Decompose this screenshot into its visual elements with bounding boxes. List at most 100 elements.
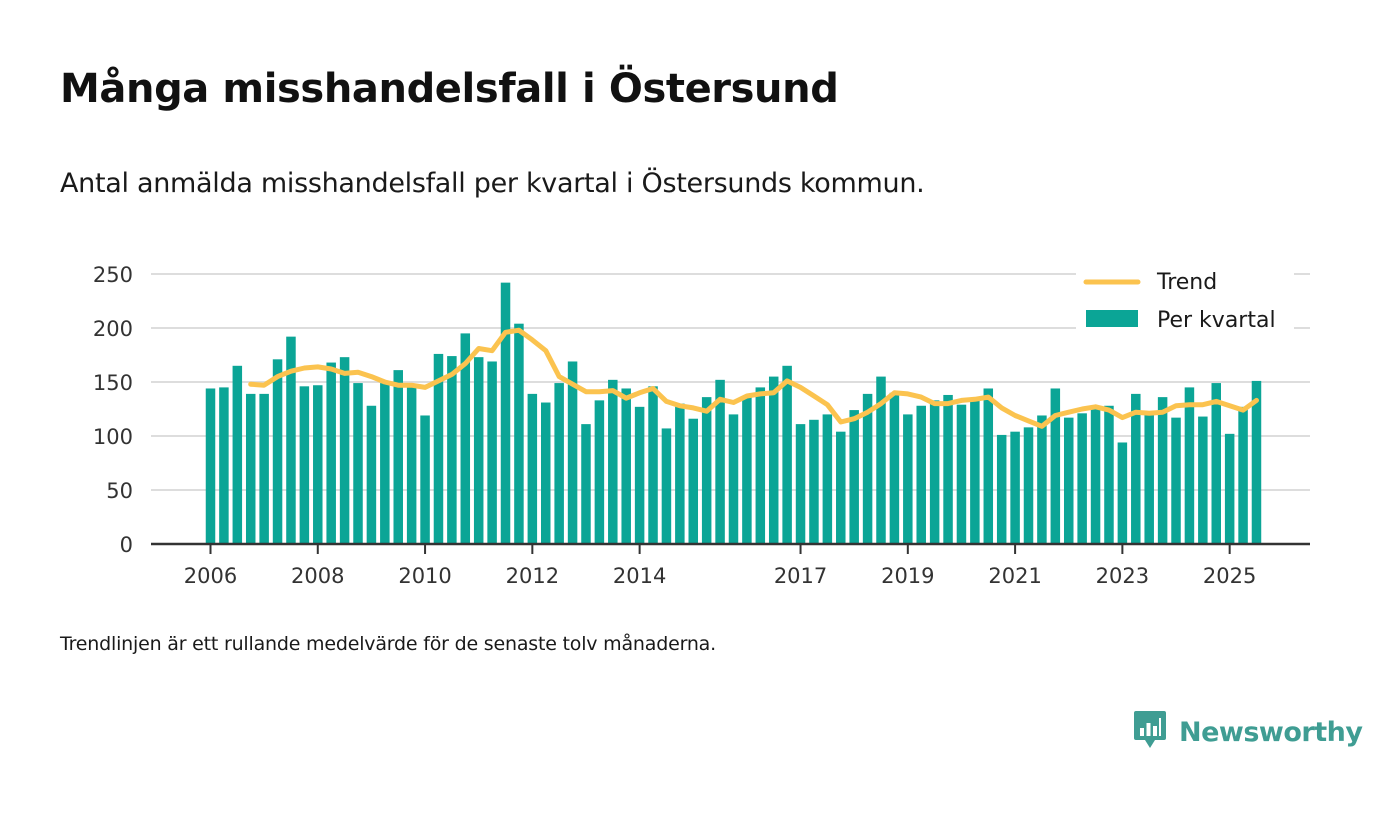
bar-per-kvartal (500, 282, 511, 544)
bar-per-kvartal (768, 376, 779, 544)
bar-per-kvartal (688, 418, 699, 544)
bar-per-kvartal (286, 336, 296, 544)
bar-per-kvartal (205, 388, 216, 544)
bar-per-kvartal (1010, 431, 1020, 544)
trend-line (248, 327, 1259, 429)
bar-per-kvartal (822, 414, 833, 544)
bar-per-kvartal (299, 386, 310, 544)
bar-per-kvartal (326, 362, 336, 544)
bar-per-kvartal (366, 405, 377, 544)
bar-per-kvartal (380, 383, 390, 544)
bar-per-kvartal (755, 387, 766, 544)
bar-per-kvartal (1023, 427, 1034, 544)
bar-per-kvartal (809, 419, 819, 544)
bar-per-kvartal (1063, 417, 1074, 544)
bar-per-kvartal (1104, 405, 1114, 544)
bar-per-kvartal (541, 402, 551, 544)
bar-per-kvartal (514, 323, 524, 544)
bar-per-kvartal (594, 400, 605, 544)
x-tick-label: 2021 (988, 564, 1041, 588)
y-tick-label: 250 (93, 263, 133, 287)
x-tick-label: 2014 (613, 564, 666, 588)
legend-trend-label: Trend (1156, 270, 1217, 295)
bar-per-kvartal (648, 386, 658, 544)
x-tick-label: 2010 (398, 564, 451, 588)
bar-per-kvartal (473, 357, 484, 544)
x-tick-label: 2006 (184, 564, 237, 588)
bar-per-kvartal (447, 356, 457, 544)
y-tick-label: 200 (93, 317, 133, 341)
x-tick-label: 2023 (1096, 564, 1149, 588)
bar-per-kvartal (715, 379, 725, 544)
bar-per-kvartal (353, 383, 363, 544)
bar-per-kvartal (406, 384, 417, 544)
bar-per-kvartal (272, 359, 283, 544)
y-tick-label: 100 (93, 425, 133, 449)
x-tick-label: 2012 (506, 564, 559, 588)
bar-per-kvartal (554, 383, 564, 544)
bar-per-kvartal (701, 397, 712, 544)
bar-per-kvartal (1157, 397, 1168, 544)
legend: Trend Per kvartal (1076, 262, 1294, 342)
legend-background (1076, 262, 1294, 342)
bar-per-kvartal (996, 434, 1007, 544)
bar-per-kvartal (581, 424, 591, 544)
chart-subtitle: Antal anmälda misshandelsfall per kvarta… (60, 168, 925, 199)
bar-per-kvartal (1184, 387, 1195, 544)
bar-per-kvartal (983, 388, 994, 544)
x-tick-label: 2019 (881, 564, 934, 588)
bar-per-kvartal (728, 414, 739, 544)
bar-per-kvartal (1077, 413, 1087, 544)
bar-per-kvartal (1251, 380, 1262, 544)
bar-per-kvartal (661, 428, 672, 544)
bar-per-kvartal (393, 370, 403, 544)
y-tick-label: 150 (93, 371, 133, 395)
bar-per-kvartal (608, 379, 618, 544)
bar-per-kvartal (889, 392, 900, 544)
bar-per-kvartal (313, 385, 323, 544)
bar-per-kvartal (1144, 413, 1154, 544)
bar-per-kvartal (742, 396, 752, 544)
axes: 0 50 100 150 200 250 2006 2008 2010 2012 2014 2017 2… (93, 263, 1310, 588)
bar-per-kvartal (339, 357, 350, 544)
bar-per-kvartal (675, 403, 685, 544)
newsworthy-brand[interactable]: Newsworthy (1133, 710, 1363, 754)
bar-per-kvartal (245, 393, 256, 544)
legend-bar-label: Per kvartal (1157, 308, 1276, 333)
bar-per-kvartal (849, 410, 859, 544)
bar-per-kvartal (1117, 442, 1128, 544)
bars-per-kvartal (205, 282, 1262, 544)
bar-per-kvartal (1050, 388, 1061, 544)
brand-name: Newsworthy (1179, 716, 1363, 748)
bar-per-kvartal (862, 393, 873, 544)
trend-line-layer (248, 327, 1259, 429)
bar-per-kvartal (219, 387, 229, 544)
legend-bar-swatch (1086, 310, 1138, 327)
bar-per-kvartal (916, 405, 926, 544)
y-tick-label: 0 (120, 533, 133, 557)
bar-per-kvartal (1224, 433, 1235, 544)
bar-per-kvartal (943, 394, 953, 544)
bar-per-kvartal (433, 353, 444, 544)
bar-per-kvartal (567, 361, 578, 544)
bar-per-kvartal (420, 415, 430, 544)
bar-per-kvartal (929, 400, 940, 544)
bar-per-kvartal (795, 424, 806, 544)
bar-per-kvartal (1171, 417, 1181, 544)
x-tick-label: 2008 (291, 564, 344, 588)
bar-per-kvartal (487, 361, 497, 544)
bar-per-kvartal (460, 333, 471, 544)
y-tick-label: 50 (106, 479, 133, 503)
bar-per-kvartal (1198, 416, 1208, 544)
bar-per-kvartal (527, 393, 538, 544)
chart-title: Många misshandelsfall i Östersund (60, 66, 839, 112)
bar-per-kvartal (621, 388, 631, 544)
bar-per-kvartal (836, 431, 846, 544)
bar-per-kvartal (1238, 406, 1248, 544)
bar-per-kvartal (1211, 383, 1221, 544)
bar-per-kvartal (259, 393, 269, 544)
bar-per-kvartal (1037, 415, 1047, 544)
bar-per-kvartal (782, 365, 792, 544)
x-tick-label: 2017 (774, 564, 827, 588)
